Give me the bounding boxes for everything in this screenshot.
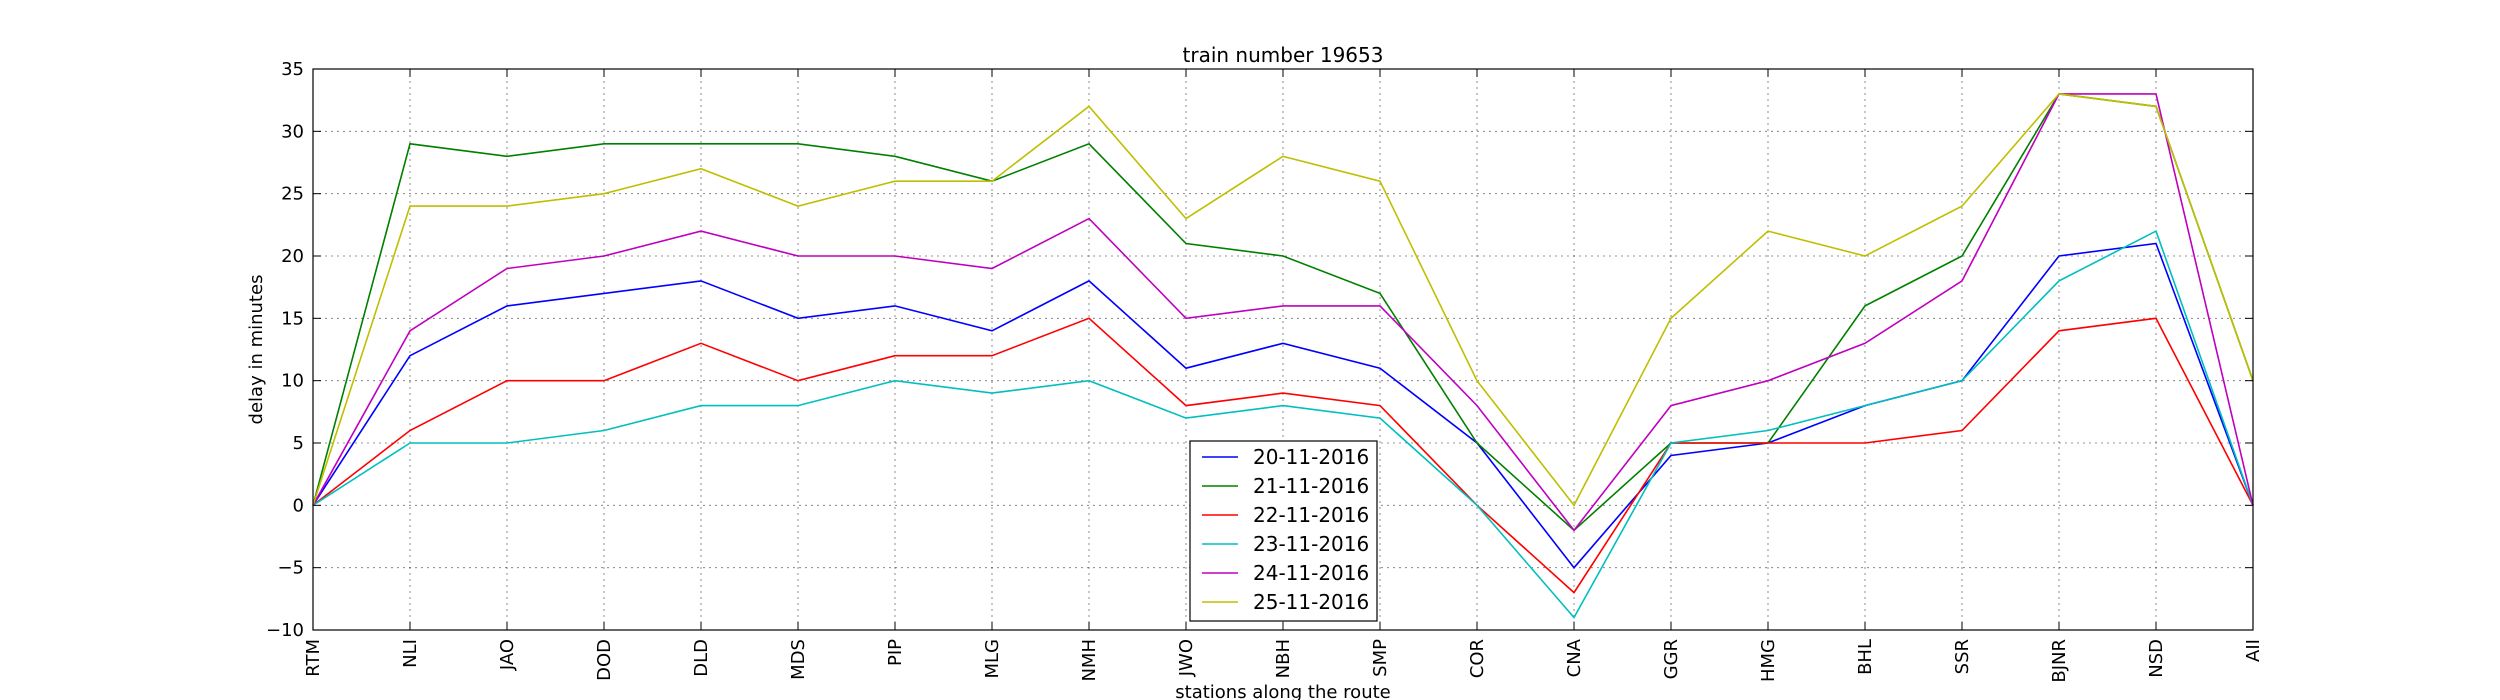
legend-label: 22-11-2016 (1253, 503, 1369, 527)
y-tick-label: 20 (281, 246, 304, 267)
x-tick-label: BJNR (2049, 639, 2070, 683)
y-tick-label: 10 (281, 371, 304, 392)
x-tick-label: DOD (594, 639, 615, 681)
x-tick-label: BHL (1855, 639, 1876, 675)
x-tick-label: NSD (2146, 639, 2167, 678)
series-line-5 (312, 93, 2254, 532)
legend-label: 24-11-2016 (1253, 561, 1369, 585)
series-lines (312, 93, 2254, 619)
x-tick-label: JAO (497, 639, 518, 671)
y-tick-label: 15 (281, 308, 304, 329)
y-tick-label: −10 (266, 620, 304, 641)
series-line-6 (312, 93, 2254, 507)
legend: 20-11-2016 21-11-2016 22-11-2016 23-11-2016… (1189, 440, 1378, 622)
legend-label: 23-11-2016 (1253, 532, 1369, 556)
x-tick-label: PIP (885, 639, 906, 666)
y-tick-label: 5 (293, 433, 304, 454)
y-tick-label: 25 (281, 184, 304, 205)
x-axis-label: stations along the route (1175, 682, 1390, 700)
series-line-4 (312, 229, 2254, 619)
y-tick-label: 30 (281, 121, 304, 142)
x-tick-label: MLG (982, 639, 1003, 679)
x-tick-label: JWO (1176, 639, 1197, 677)
x-tick-label: HMG (1758, 639, 1779, 682)
axis-ticks: −10 −5 0 5 10 15 20 25 30 35 RTM NLI JAO DOD DLD MDS PIP… (266, 59, 2264, 683)
x-tick-label: NMH (1079, 639, 1100, 682)
series-line-2 (312, 93, 2254, 532)
y-tick-label: 0 (293, 495, 304, 516)
series-line-3 (312, 317, 2254, 594)
chart-title: train number 19653 (1183, 43, 1384, 67)
legend-label: 20-11-2016 (1253, 445, 1369, 469)
x-tick-label: DLD (691, 639, 712, 677)
x-tick-label: GGR (1661, 639, 1682, 679)
x-tick-label: COR (1467, 639, 1488, 678)
x-tick-label: SSR (1952, 639, 1973, 674)
x-tick-label: AII (2243, 639, 2264, 662)
x-tick-label: CNA (1564, 638, 1585, 677)
x-tick-label: RTM (303, 639, 324, 677)
y-axis-label: delay in minutes (246, 275, 267, 425)
legend-box (1189, 440, 1378, 622)
x-tick-label: SMP (1370, 639, 1391, 677)
legend-label: 21-11-2016 (1253, 474, 1369, 498)
legend-label: 25-11-2016 (1253, 590, 1369, 614)
y-tick-label: 35 (281, 59, 304, 80)
y-tick-label: −5 (277, 558, 304, 579)
x-tick-label: MDS (788, 639, 809, 680)
x-tick-label: NLI (400, 639, 421, 668)
x-tick-label: NBH (1273, 639, 1294, 678)
